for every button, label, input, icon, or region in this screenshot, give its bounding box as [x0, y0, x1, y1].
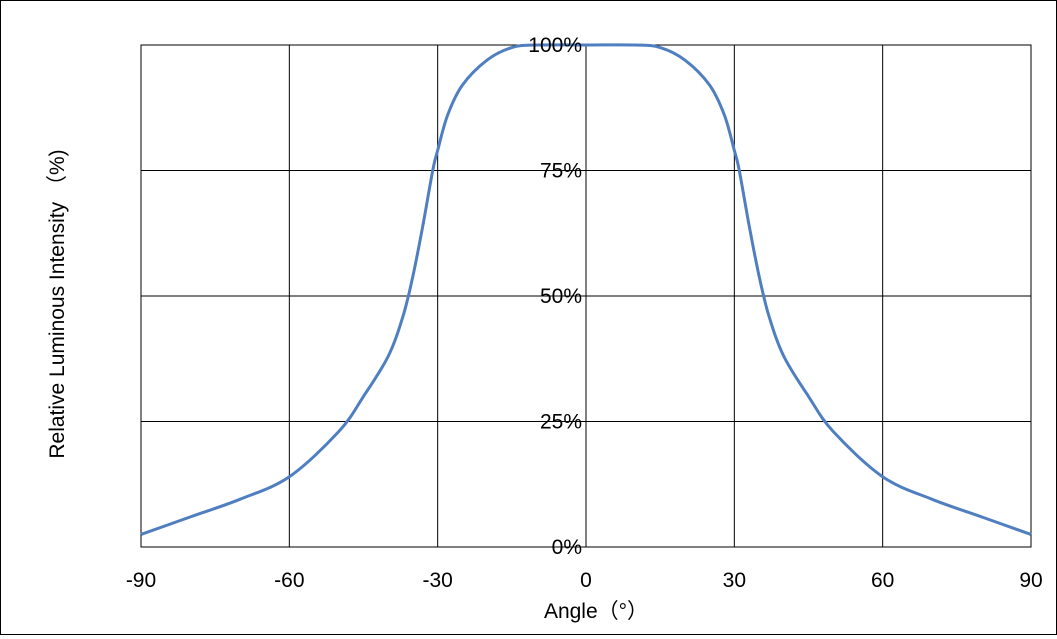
y-tick-label: 25% — [540, 411, 582, 434]
data-point — [510, 46, 513, 49]
data-point — [446, 114, 449, 117]
x-tick-label: 90 — [1019, 569, 1042, 592]
data-point — [723, 114, 726, 117]
data-point — [436, 149, 439, 152]
data-point — [288, 475, 291, 478]
y-tick-label: 100% — [528, 34, 582, 57]
data-point — [832, 430, 835, 433]
data-point — [758, 274, 761, 277]
y-tick-label: 0% — [552, 536, 582, 559]
data-point — [362, 395, 365, 398]
data-point — [659, 46, 662, 49]
data-point — [238, 498, 241, 501]
data-point — [585, 44, 588, 47]
data-point — [748, 224, 751, 227]
data-point — [807, 395, 810, 398]
data-point — [738, 169, 741, 172]
y-tick-label: 50% — [540, 285, 582, 308]
y-tick-label: 75% — [540, 160, 582, 183]
y-tick-labels: 0% 25% 50% 75% 100% — [528, 34, 582, 559]
data-point — [486, 59, 489, 62]
data-point — [708, 84, 711, 87]
data-point — [881, 475, 884, 478]
data-point — [337, 430, 340, 433]
data-point — [634, 44, 637, 47]
data-point — [733, 149, 736, 152]
data-point — [421, 224, 424, 227]
data-point — [782, 355, 785, 358]
y-axis-label: Relative Luminous Intensity （%) — [46, 149, 69, 458]
x-tick-label: -30 — [422, 569, 452, 592]
data-point — [402, 315, 405, 318]
x-tick-label: 30 — [723, 569, 746, 592]
data-point — [411, 274, 414, 277]
data-point — [767, 315, 770, 318]
data-point — [461, 84, 464, 87]
intensity-curve — [140, 43, 1032, 536]
x-axis-label: Angle（°） — [544, 600, 648, 623]
grid — [140, 44, 1032, 548]
data-point — [980, 515, 983, 518]
data-point — [140, 533, 143, 536]
x-tick-label: -60 — [274, 569, 304, 592]
x-tick-label: 0 — [580, 569, 592, 592]
data-point — [387, 355, 390, 358]
data-point — [431, 169, 434, 172]
data-point — [189, 515, 192, 518]
x-tick-label: -90 — [126, 569, 156, 592]
x-tick-labels: -90 -60 -30 0 30 60 90 — [126, 569, 1043, 592]
data-point — [1030, 533, 1033, 536]
x-tick-label: 60 — [871, 569, 894, 592]
data-point — [683, 59, 686, 62]
data-point — [931, 498, 934, 501]
